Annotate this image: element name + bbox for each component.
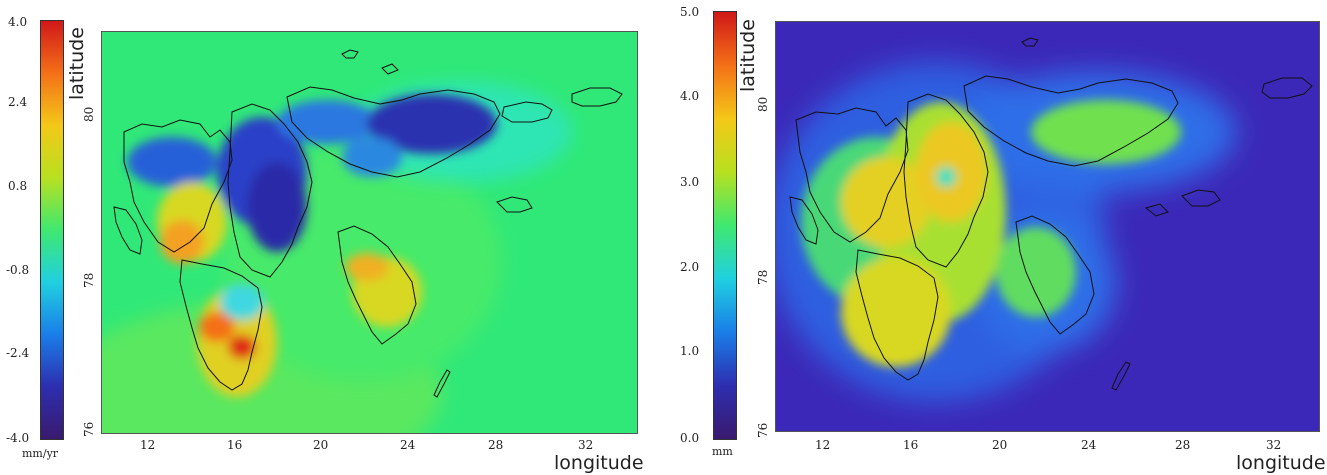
- colorbar-unit: mm: [712, 445, 733, 458]
- lon-tick: 32: [578, 438, 594, 452]
- lon-tick: 24: [400, 438, 416, 452]
- colorbar-tick: -0.8: [6, 263, 30, 277]
- lon-tick: 16: [227, 438, 243, 452]
- y-axis-title: latitude: [66, 27, 88, 100]
- x-axis-title: longitude: [554, 452, 644, 474]
- coastline: [789, 37, 1313, 391]
- colorbar-tick: 0.8: [8, 179, 28, 193]
- colorbar-tick: 0.0: [680, 431, 700, 445]
- colorbar-tick: 1.0: [680, 344, 700, 358]
- lat-tick: 80: [756, 96, 770, 112]
- colorbar-tick: -4.0: [6, 431, 30, 445]
- colorbar-tick: 3.0: [680, 175, 700, 189]
- x-axis-title: longitude: [1236, 452, 1326, 474]
- thickness-colorbar: [713, 11, 737, 440]
- colorbar-tick: -2.4: [6, 346, 30, 360]
- lon-tick: 12: [140, 438, 156, 452]
- lon-tick: 32: [1266, 438, 1282, 452]
- colorbar-unit: mm/yr: [22, 447, 59, 460]
- velocity-colorbar: [40, 20, 64, 440]
- colorbar-tick: 4.0: [8, 15, 28, 29]
- y-axis-title: latitude: [737, 19, 759, 92]
- colorbar-tick: 5.0: [680, 5, 700, 19]
- coastline: [113, 49, 623, 398]
- lon-tick: 28: [488, 438, 504, 452]
- colorbar-tick: 4.0: [680, 89, 700, 103]
- lat-tick: 80: [82, 106, 96, 122]
- lat-tick: 76: [756, 422, 770, 438]
- colorbar-tick: 2.0: [680, 260, 700, 274]
- right-map-canvas: [775, 21, 1320, 432]
- lon-tick: 28: [1175, 438, 1191, 452]
- lon-tick: 20: [313, 438, 329, 452]
- colorbar-tick: 2.4: [8, 95, 28, 109]
- lat-tick: 78: [82, 272, 96, 288]
- lon-tick: 16: [903, 438, 919, 452]
- lon-tick: 20: [992, 438, 1008, 452]
- lon-tick: 12: [815, 438, 831, 452]
- lat-tick: 76: [82, 421, 96, 437]
- left-map-canvas: [101, 31, 638, 434]
- lon-tick: 24: [1081, 438, 1097, 452]
- lat-tick: 78: [756, 269, 770, 285]
